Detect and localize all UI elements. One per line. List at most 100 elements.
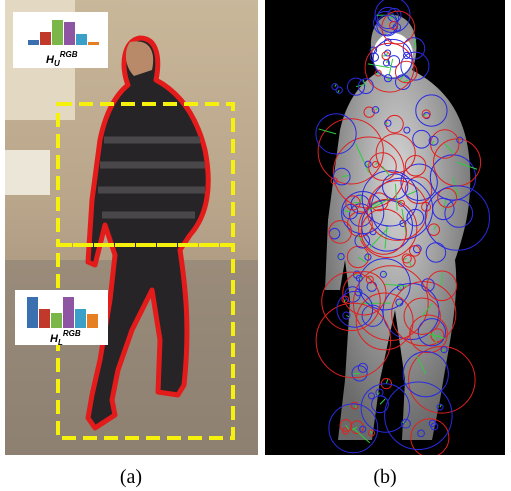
feature-circle: [365, 275, 374, 284]
feature-orientation: [357, 235, 363, 242]
feature-orientation: [388, 58, 394, 77]
feature-circle: [404, 155, 427, 177]
feature-circle: [394, 60, 418, 84]
feature-circle: [436, 403, 444, 411]
label-part: U: [54, 59, 60, 68]
feature-circle: [339, 419, 353, 432]
feature-circle: [374, 69, 382, 77]
shirt-stripes: [98, 136, 205, 219]
feature-orientation: [408, 260, 412, 267]
feature-orientation: [355, 143, 370, 173]
feature-circle: [384, 119, 392, 127]
feature-circle: [363, 106, 375, 118]
feature-circle: [426, 270, 458, 302]
feature-circle: [355, 292, 414, 351]
histogram-bar: [88, 42, 99, 45]
label-part: L: [58, 338, 63, 347]
histogram-label: HURGB: [46, 50, 78, 68]
feature-circle: [427, 223, 441, 236]
feature-orientation: [433, 224, 438, 230]
feature-orientation: [318, 128, 337, 135]
feature-circle: [368, 152, 397, 181]
feature-orientation: [371, 201, 380, 207]
feature-circle: [382, 173, 409, 200]
feature-circle: [364, 160, 372, 168]
feature-circle: [331, 83, 339, 91]
feature-circle: [391, 281, 457, 347]
feature-circle: [337, 252, 345, 261]
feature-circle: [379, 270, 387, 278]
histogram-upper: HURGB: [13, 12, 108, 68]
caption-b: (b): [373, 466, 396, 488]
panel-a: HURGB HLRGB: [5, 0, 258, 455]
feature-circle: [317, 118, 384, 185]
feature-circle: [342, 203, 359, 220]
feature-orientation: [355, 84, 364, 88]
feature-circle: [403, 126, 411, 134]
feature-circle: [346, 77, 366, 96]
feature-orientation: [385, 379, 389, 384]
feature-orientation: [365, 163, 369, 167]
feature-orientation: [382, 166, 391, 177]
feature-circle: [357, 362, 368, 373]
feature-circle: [321, 271, 381, 332]
histogram-bar: [76, 34, 87, 45]
feature-orientation: [369, 430, 372, 434]
feature-circle: [332, 136, 405, 209]
feature-orientation: [400, 200, 402, 204]
histogram-bar: [27, 297, 38, 328]
feature-circle: [367, 392, 375, 400]
feature-circle: [341, 295, 350, 304]
feature-circle: [402, 254, 416, 268]
feature-circle: [371, 160, 380, 168]
feature-circle: [402, 37, 426, 60]
feature-circle: [402, 351, 449, 398]
feature-orientation: [367, 63, 390, 69]
feature-orientation: [375, 107, 379, 111]
feature-orientation: [379, 398, 386, 405]
feature-orientation: [385, 60, 388, 64]
feature-orientation: [431, 332, 438, 344]
feature-orientation: [365, 254, 369, 258]
feature-orientation: [394, 183, 398, 211]
feature-circle: [360, 208, 407, 255]
feature-circle: [315, 113, 357, 155]
feature-orientation: [421, 303, 433, 317]
face: [125, 41, 154, 76]
feature-circle: [384, 381, 453, 450]
histogram-bar: [75, 309, 86, 328]
feature-circle: [437, 187, 458, 208]
feature-orientation: [341, 175, 350, 178]
feature-circle: [401, 418, 411, 429]
feature-orientation: [413, 38, 417, 49]
feature-circle: [428, 135, 439, 146]
feature-orientation: [351, 426, 358, 431]
feature-circle: [364, 42, 415, 93]
feature-circle: [345, 195, 361, 211]
histogram-lower: HLRGB: [15, 290, 108, 347]
feature-orientation: [442, 199, 447, 210]
feature-circle: [335, 86, 343, 94]
label-part: H: [50, 333, 59, 345]
feature-circle: [395, 298, 404, 307]
feature-circle: [360, 383, 411, 433]
feature-circle: [341, 427, 350, 435]
feature-circle: [385, 114, 404, 134]
feature-circle: [413, 244, 422, 254]
feature-circle: [389, 20, 398, 30]
feature-circle: [358, 258, 411, 311]
feature-orientation: [375, 72, 379, 76]
histogram-bar: [52, 20, 63, 45]
feature-circle: [415, 94, 448, 127]
feature-circle: [456, 136, 464, 144]
feature-circles: [315, 0, 490, 455]
feature-circle: [402, 51, 411, 60]
feature-circle: [382, 283, 440, 341]
feature-orientation: [367, 197, 391, 211]
feature-circle: [387, 55, 401, 68]
feature-circle: [417, 429, 425, 438]
feature-circle: [381, 51, 391, 61]
histogram-bar: [28, 40, 39, 45]
person-gradient: [325, 15, 471, 440]
